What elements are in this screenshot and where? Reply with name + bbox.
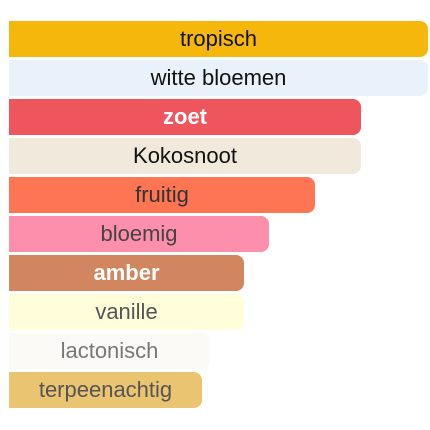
accord-bar[interactable]: terpeenachtig bbox=[9, 372, 202, 408]
accord-label: amber bbox=[93, 260, 160, 285]
accord-label: bloemig bbox=[100, 221, 178, 246]
accord-bar[interactable]: amber bbox=[9, 255, 244, 291]
accord-bar[interactable]: fruitig bbox=[9, 177, 315, 213]
accord-label: Kokosnoot bbox=[133, 143, 237, 168]
accord-label: vanille bbox=[95, 299, 158, 324]
accord-label: zoet bbox=[163, 104, 207, 129]
accord-label: lactonisch bbox=[60, 338, 159, 363]
accord-bar[interactable]: Kokosnoot bbox=[9, 138, 361, 174]
accord-bar[interactable]: tropisch bbox=[9, 21, 428, 57]
accord-bar[interactable]: lactonisch bbox=[9, 333, 210, 369]
accord-bar[interactable]: vanille bbox=[9, 294, 244, 330]
accord-label: witte bloemen bbox=[150, 65, 287, 90]
accord-label: fruitig bbox=[135, 182, 189, 207]
accord-bar[interactable]: bloemig bbox=[9, 216, 269, 252]
accord-label: tropisch bbox=[179, 26, 258, 51]
accord-bar[interactable]: witte bloemen bbox=[9, 60, 428, 96]
accord-bar[interactable]: zoet bbox=[9, 99, 361, 135]
accord-label: terpeenachtig bbox=[38, 377, 173, 402]
